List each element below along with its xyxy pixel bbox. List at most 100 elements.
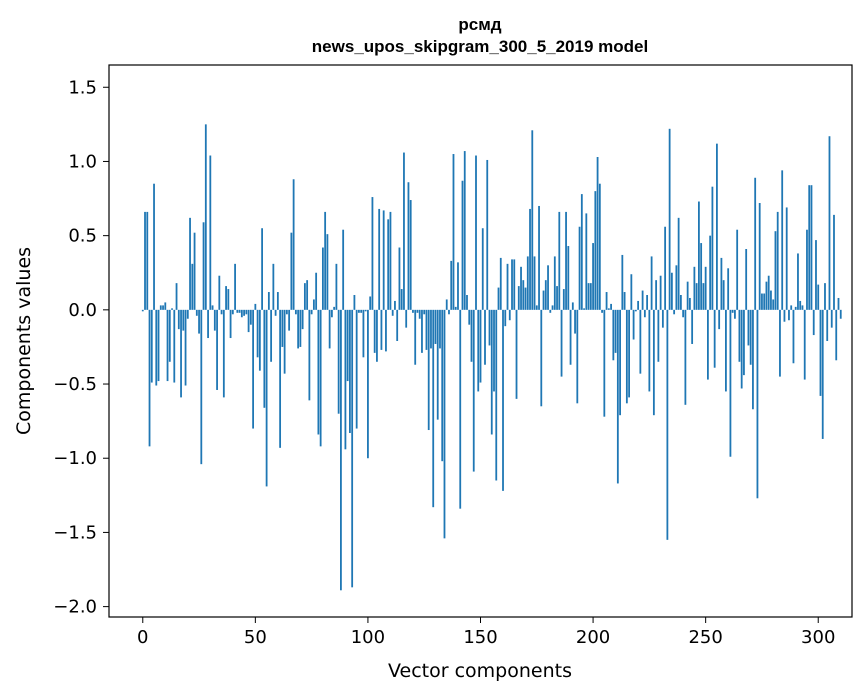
bar-61 <box>279 309 282 448</box>
bar-142 <box>461 180 464 310</box>
bar-287 <box>788 309 790 321</box>
bar-258 <box>722 280 725 310</box>
bar-89 <box>342 229 345 310</box>
bar-88 <box>340 309 342 591</box>
bar-273 <box>756 309 759 499</box>
bar-127 <box>427 309 430 431</box>
bar-296 <box>808 185 811 310</box>
bar-26 <box>200 309 203 465</box>
bar-203 <box>598 183 601 310</box>
bar-149 <box>477 309 480 392</box>
bar-210 <box>614 309 617 353</box>
bar-235 <box>670 272 673 310</box>
bar-269 <box>747 309 750 346</box>
bar-254 <box>713 309 716 368</box>
x-tick-label: 300 <box>801 627 835 648</box>
bar-104 <box>376 309 378 362</box>
bar-98 <box>362 309 365 358</box>
y-tick-label: 1.5 <box>68 77 97 98</box>
bar-205 <box>603 309 606 417</box>
bar-55 <box>265 309 268 487</box>
bar-76 <box>312 299 315 310</box>
bar-57 <box>270 309 273 362</box>
bar-156 <box>493 309 495 392</box>
bar-164 <box>511 259 513 310</box>
y-axis-label: Components values <box>13 247 35 435</box>
bar-232 <box>664 226 667 310</box>
bar-34 <box>218 275 221 310</box>
bar-154 <box>488 309 491 346</box>
bar-175 <box>535 305 538 310</box>
bar-275 <box>761 293 763 310</box>
bar-207 <box>607 308 610 310</box>
bar-213 <box>621 254 624 310</box>
bar-27 <box>202 222 205 310</box>
bar-53 <box>261 228 263 310</box>
x-tick-label: 200 <box>576 627 610 648</box>
bar-217 <box>630 274 633 310</box>
bar-293 <box>801 305 804 310</box>
bar-42 <box>236 309 239 313</box>
bar-141 <box>459 309 462 509</box>
bar-72 <box>303 283 306 310</box>
bar-256 <box>718 309 721 330</box>
bar-69 <box>297 309 300 349</box>
y-tick-label: −2.0 <box>53 597 97 618</box>
bar-243 <box>688 297 691 310</box>
bar-18 <box>182 309 185 331</box>
bar-309 <box>837 297 840 310</box>
bar-129 <box>432 309 435 508</box>
bar-282 <box>776 211 779 310</box>
bar-21 <box>189 217 191 310</box>
bar-12 <box>168 309 171 362</box>
bar-25 <box>198 309 200 334</box>
bar-240 <box>682 309 685 318</box>
bar-279 <box>770 290 772 310</box>
bar-36 <box>222 309 225 398</box>
bar-234 <box>668 128 671 310</box>
bar-226 <box>650 256 653 310</box>
bar-68 <box>294 309 297 315</box>
bar-0 <box>141 309 144 312</box>
bar-158 <box>497 287 500 310</box>
bar-11 <box>166 309 169 382</box>
bar-118 <box>407 182 410 310</box>
bar-128 <box>430 309 432 349</box>
bar-223 <box>643 309 646 318</box>
bar-50 <box>254 303 257 310</box>
bar-78 <box>317 309 320 435</box>
bar-299 <box>815 240 817 310</box>
bar-54 <box>263 309 266 408</box>
bar-231 <box>661 309 664 328</box>
bar-291 <box>797 253 799 310</box>
y-tick-label: −1.0 <box>53 448 97 469</box>
y-tick-label: −0.5 <box>53 374 97 395</box>
bar-308 <box>835 309 838 361</box>
bar-297 <box>810 185 813 310</box>
bar-71 <box>301 309 304 330</box>
bar-145 <box>468 309 471 325</box>
bar-126 <box>425 309 428 350</box>
bar-229 <box>657 309 660 362</box>
bar-155 <box>490 309 493 435</box>
bar-228 <box>655 280 658 310</box>
bar-262 <box>731 309 734 313</box>
bar-65 <box>288 309 291 331</box>
bar-292 <box>799 300 802 310</box>
bar-114 <box>398 247 401 310</box>
bar-132 <box>439 309 441 349</box>
bar-239 <box>679 295 682 310</box>
bar-250 <box>704 266 707 310</box>
bar-113 <box>396 309 399 341</box>
bar-45 <box>243 309 245 316</box>
bar-197 <box>585 213 588 310</box>
bar-121 <box>414 309 417 365</box>
bar-263 <box>734 309 736 319</box>
bar-170 <box>524 287 527 310</box>
bar-84 <box>331 309 333 318</box>
bar-221 <box>639 309 642 374</box>
bar-111 <box>391 309 394 316</box>
bar-295 <box>806 229 808 310</box>
bar-95 <box>355 309 358 429</box>
bar-265 <box>738 309 741 362</box>
